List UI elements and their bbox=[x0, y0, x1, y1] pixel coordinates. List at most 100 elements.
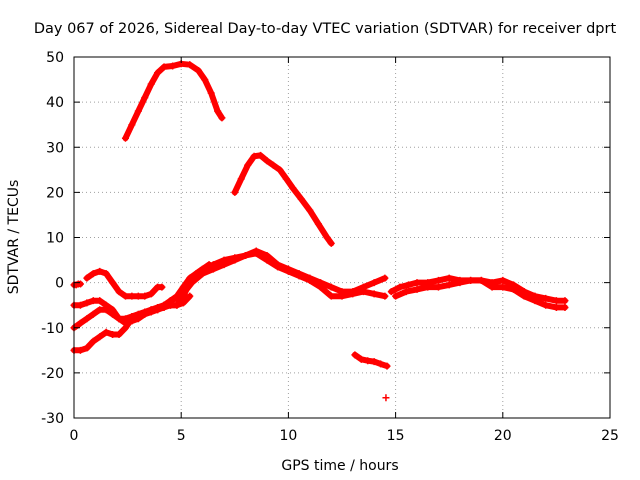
y-tick-label: 20 bbox=[46, 185, 64, 201]
data-point bbox=[327, 239, 335, 247]
data-point bbox=[141, 94, 149, 102]
y-tick-label: -10 bbox=[41, 321, 64, 337]
y-tick-label: -30 bbox=[41, 411, 64, 427]
data-point bbox=[192, 270, 200, 278]
data-point bbox=[338, 292, 346, 300]
data-point bbox=[263, 256, 271, 264]
data-point bbox=[477, 276, 485, 284]
data-point bbox=[323, 234, 331, 241]
data-point bbox=[295, 272, 303, 280]
data-point bbox=[96, 297, 104, 305]
data-point bbox=[89, 310, 97, 318]
data-point bbox=[76, 346, 84, 354]
data-point bbox=[76, 280, 84, 288]
x-axis-label: GPS time / hours bbox=[281, 458, 398, 474]
data-point bbox=[141, 292, 149, 300]
data-point bbox=[359, 288, 367, 296]
data-point bbox=[76, 319, 84, 327]
data-point bbox=[83, 315, 91, 323]
x-tick-label: 0 bbox=[70, 428, 79, 444]
series-arc-early bbox=[83, 267, 166, 300]
series-arc-high bbox=[121, 60, 226, 142]
data-point bbox=[128, 315, 136, 323]
data-point bbox=[370, 290, 378, 298]
data-point bbox=[370, 358, 378, 366]
data-point bbox=[445, 281, 453, 289]
data-point bbox=[160, 301, 168, 309]
data-point bbox=[434, 283, 442, 291]
data-point bbox=[173, 292, 181, 300]
data-point bbox=[561, 303, 569, 311]
data-point bbox=[351, 351, 359, 359]
data-point bbox=[413, 279, 421, 287]
data-point bbox=[147, 80, 155, 88]
data-point bbox=[488, 283, 496, 291]
data-point bbox=[207, 89, 215, 97]
series-arc-start bbox=[70, 280, 84, 289]
data-point bbox=[218, 114, 226, 122]
chart-title: Day 067 of 2026, Sidereal Day-to-day VTE… bbox=[34, 21, 617, 37]
data-point bbox=[128, 121, 136, 129]
series-trace bbox=[231, 152, 335, 247]
x-tick-label: 5 bbox=[177, 428, 186, 444]
data-point bbox=[263, 157, 271, 165]
series-point-isolated bbox=[382, 394, 390, 402]
series-arc-main-lower bbox=[188, 249, 389, 300]
data-point bbox=[377, 360, 385, 368]
data-point bbox=[102, 328, 110, 336]
data-point bbox=[134, 107, 142, 115]
data-point bbox=[306, 206, 314, 214]
data-point bbox=[134, 292, 142, 300]
data-point bbox=[276, 166, 284, 174]
data-point bbox=[96, 267, 104, 275]
data-point bbox=[154, 69, 162, 77]
x-tick-label: 15 bbox=[387, 428, 405, 444]
data-point bbox=[121, 315, 129, 323]
data-points bbox=[70, 60, 569, 402]
data-point bbox=[115, 315, 123, 323]
data-point bbox=[542, 294, 550, 302]
series-arc-mid bbox=[231, 151, 335, 247]
data-point bbox=[147, 290, 155, 298]
x-tick-label: 25 bbox=[601, 428, 619, 444]
data-point bbox=[147, 308, 155, 316]
data-point bbox=[364, 357, 372, 365]
data-point bbox=[413, 285, 421, 293]
data-point bbox=[552, 297, 560, 305]
series-arc-evening bbox=[351, 351, 391, 370]
data-point bbox=[121, 292, 129, 300]
data-point bbox=[284, 267, 292, 275]
data-point bbox=[169, 62, 177, 70]
data-point bbox=[96, 306, 104, 314]
data-point bbox=[109, 331, 117, 339]
data-point bbox=[128, 292, 136, 300]
y-tick-label: -20 bbox=[41, 366, 64, 382]
data-point bbox=[121, 134, 129, 142]
data-point bbox=[542, 301, 550, 309]
data-point bbox=[520, 292, 528, 300]
data-point bbox=[250, 152, 258, 160]
data-point bbox=[96, 333, 104, 341]
data-point bbox=[141, 310, 149, 318]
data-point bbox=[404, 281, 412, 289]
data-point bbox=[134, 312, 142, 320]
y-tick-label: 50 bbox=[46, 50, 64, 66]
series-arc-morning-c bbox=[70, 265, 207, 354]
data-point bbox=[392, 292, 400, 300]
data-point bbox=[83, 344, 91, 352]
data-point bbox=[194, 67, 202, 75]
data-point bbox=[510, 285, 518, 293]
data-point bbox=[109, 310, 117, 318]
data-point bbox=[115, 331, 123, 339]
data-point bbox=[306, 276, 314, 284]
data-point bbox=[186, 61, 194, 69]
data-point bbox=[499, 276, 507, 284]
data-point bbox=[327, 292, 335, 300]
data-point bbox=[434, 276, 442, 284]
data-point bbox=[561, 297, 569, 305]
data-point bbox=[115, 288, 123, 296]
data-point bbox=[83, 274, 91, 282]
data-point bbox=[154, 306, 162, 314]
data-point bbox=[201, 76, 209, 84]
